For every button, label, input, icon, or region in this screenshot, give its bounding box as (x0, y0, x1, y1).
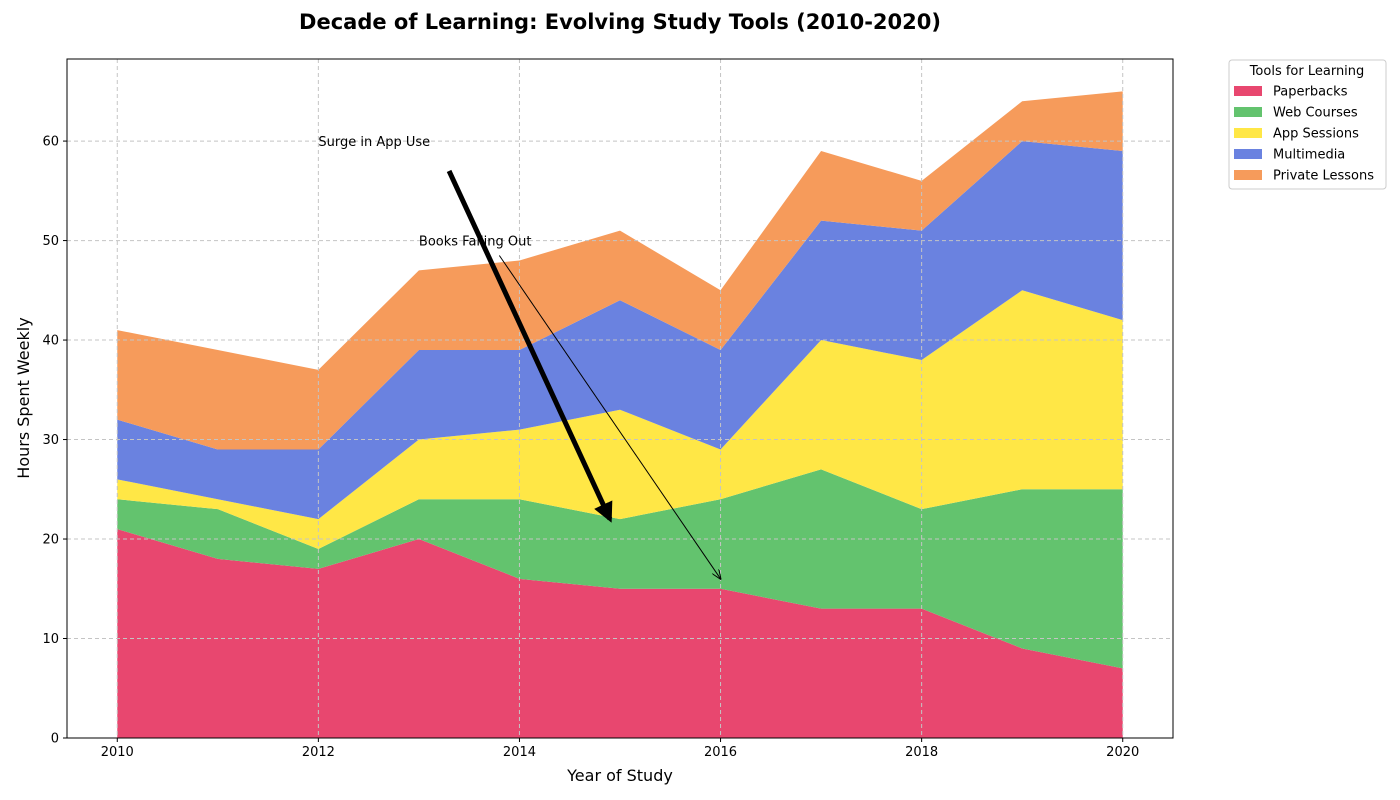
annotation-arrow (446, 169, 613, 523)
annotations-layer: Surge in App Use Books Falling Out (318, 135, 720, 579)
x-tick-label: 2012 (302, 745, 335, 760)
x-tick-label: 2020 (1106, 745, 1139, 760)
legend-label: Paperbacks (1273, 85, 1348, 100)
area-series-private-lessons (117, 91, 1123, 450)
chart-title: Decade of Learning: Evolving Study Tools… (299, 10, 941, 34)
area-series-multimedia (117, 141, 1123, 520)
annotation-label: Books Falling Out (419, 235, 532, 250)
area-series-paperbacks (117, 529, 1123, 738)
legend-label: App Sessions (1273, 127, 1359, 142)
legend-swatch (1234, 86, 1262, 96)
y-tick-label: 60 (42, 135, 59, 150)
legend-swatch (1234, 128, 1262, 138)
y-tick-label: 40 (42, 334, 59, 349)
ticks-layer: 2010 2012 2014 2016 2018 2020 0 10 20 30 40 50 60 (42, 135, 1139, 760)
x-tick-label: 2014 (503, 745, 536, 760)
x-tick-label: 2016 (704, 745, 737, 760)
legend-swatch (1234, 149, 1262, 159)
y-tick-label: 20 (42, 533, 59, 548)
annotation-label: Surge in App Use (318, 135, 430, 150)
x-tick-label: 2018 (905, 745, 938, 760)
legend-swatch (1234, 107, 1262, 117)
legend-label: Private Lessons (1273, 169, 1374, 184)
area-series-app-sessions (117, 290, 1123, 549)
legend-swatch (1234, 170, 1262, 180)
y-tick-label: 0 (51, 732, 59, 747)
plot-frame (66, 58, 1174, 739)
y-tick-label: 50 (42, 234, 59, 249)
y-axis-label: Hours Spent Weekly (14, 317, 33, 478)
legend-label: Web Courses (1273, 106, 1358, 121)
x-axis-label: Year of Study (566, 766, 673, 785)
y-tick-label: 30 (42, 433, 59, 448)
legend-label: Multimedia (1273, 148, 1345, 163)
area-series-web-courses (117, 469, 1123, 669)
legend-title: Tools for Learning (1249, 64, 1365, 79)
annotation-arrow (498, 255, 720, 578)
areas-layer (117, 91, 1123, 738)
legend: Tools for Learning Paperbacks Web Courses… (1228, 59, 1387, 190)
x-tick-label: 2010 (101, 745, 134, 760)
legend-box (1228, 59, 1387, 190)
y-tick-label: 10 (42, 632, 59, 647)
